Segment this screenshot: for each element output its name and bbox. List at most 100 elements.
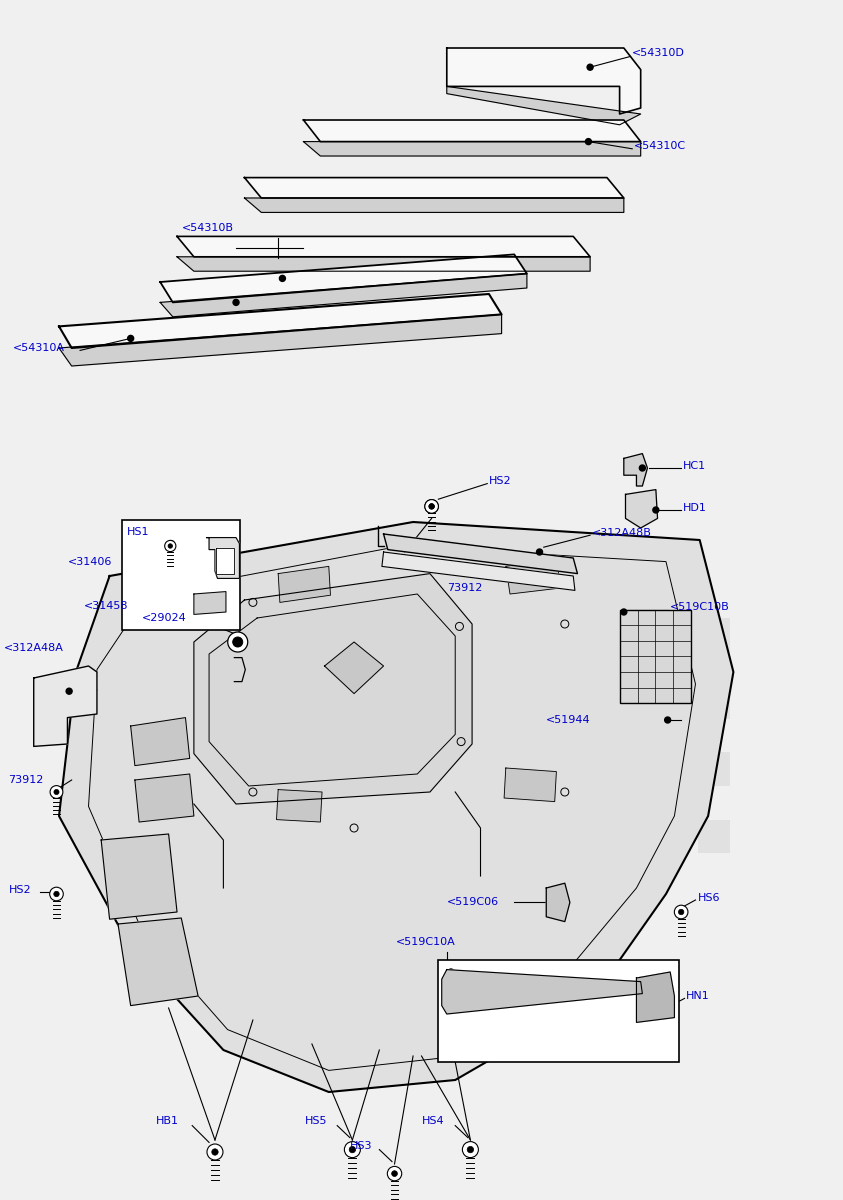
Circle shape [678,907,685,912]
Polygon shape [636,972,674,1022]
Polygon shape [382,552,575,590]
Polygon shape [447,48,641,114]
Text: <54310B: <54310B [182,223,234,233]
Bar [602,652,634,685]
Polygon shape [131,718,190,766]
Bar [506,752,538,786]
Circle shape [652,506,659,514]
Polygon shape [325,642,384,694]
Circle shape [425,499,438,514]
Polygon shape [447,86,641,125]
Circle shape [663,1006,669,1010]
Text: <31406: <31406 [67,557,112,566]
Bar [538,719,570,752]
Polygon shape [177,257,590,271]
Polygon shape [177,236,590,257]
Polygon shape [303,142,641,156]
Bar [438,960,679,1062]
Polygon shape [216,548,234,574]
Text: <51944: <51944 [545,715,590,725]
Text: <29024: <29024 [142,613,186,623]
Circle shape [212,1146,218,1152]
Circle shape [428,502,435,506]
Circle shape [387,1166,402,1181]
Bar [506,618,538,652]
Circle shape [50,786,63,798]
Text: <519C06: <519C06 [447,898,499,907]
Text: a r  p a r t s: a r p a r t s [265,760,443,788]
Circle shape [429,504,434,509]
Polygon shape [278,566,330,602]
Polygon shape [101,834,177,919]
Polygon shape [277,790,322,822]
Circle shape [204,600,211,607]
Bar [570,820,602,853]
Polygon shape [194,574,472,804]
Circle shape [164,540,176,552]
Text: HS6: HS6 [698,893,721,902]
Circle shape [168,544,173,548]
Polygon shape [59,522,733,1092]
Bar [570,752,602,786]
Bar [634,685,666,719]
Polygon shape [504,768,556,802]
Polygon shape [244,178,624,198]
Circle shape [216,551,223,557]
Polygon shape [506,558,561,594]
Text: <312A48A: <312A48A [4,643,64,653]
Circle shape [664,716,671,722]
Bar [698,752,730,786]
Circle shape [391,1169,398,1175]
Circle shape [50,887,63,901]
Text: <31458: <31458 [84,601,129,611]
Circle shape [349,1146,356,1153]
Polygon shape [59,314,502,366]
Polygon shape [626,490,658,528]
Polygon shape [303,120,641,142]
Bar [620,610,691,703]
Circle shape [54,790,59,794]
Circle shape [679,910,684,914]
Bar [634,820,666,853]
Circle shape [639,464,646,470]
Text: scuderia: scuderia [137,683,504,757]
Text: HD1: HD1 [683,503,706,512]
Bar [570,618,602,652]
Text: HS1: HS1 [126,527,149,536]
Bar [666,719,698,752]
Circle shape [467,1146,474,1153]
Circle shape [620,608,627,614]
Text: HS2: HS2 [8,886,31,895]
Circle shape [536,550,543,554]
Text: HB1: HB1 [156,1116,179,1126]
Polygon shape [59,294,502,348]
Circle shape [349,1145,356,1150]
Circle shape [429,504,434,509]
Circle shape [168,540,175,547]
Circle shape [448,970,454,976]
Circle shape [467,1145,474,1151]
Circle shape [127,335,134,341]
Bar [634,752,666,786]
Text: 73912: 73912 [8,775,44,785]
Circle shape [587,64,593,70]
Bar [634,618,666,652]
Bar [538,652,570,685]
Polygon shape [160,274,527,317]
Bar [698,685,730,719]
Circle shape [233,299,239,305]
Polygon shape [135,774,194,822]
Text: <519C10B: <519C10B [670,602,730,612]
Text: <312A48B: <312A48B [592,528,652,538]
Bar [666,786,698,820]
Text: HN1: HN1 [686,991,710,1001]
Text: <54310C: <54310C [634,142,686,151]
Circle shape [66,688,72,694]
Text: HS2: HS2 [489,476,512,486]
Bar [506,685,538,719]
Text: <54310A: <54310A [13,343,65,353]
Circle shape [228,632,248,652]
Polygon shape [194,592,226,614]
Circle shape [233,637,243,647]
Circle shape [54,892,59,896]
